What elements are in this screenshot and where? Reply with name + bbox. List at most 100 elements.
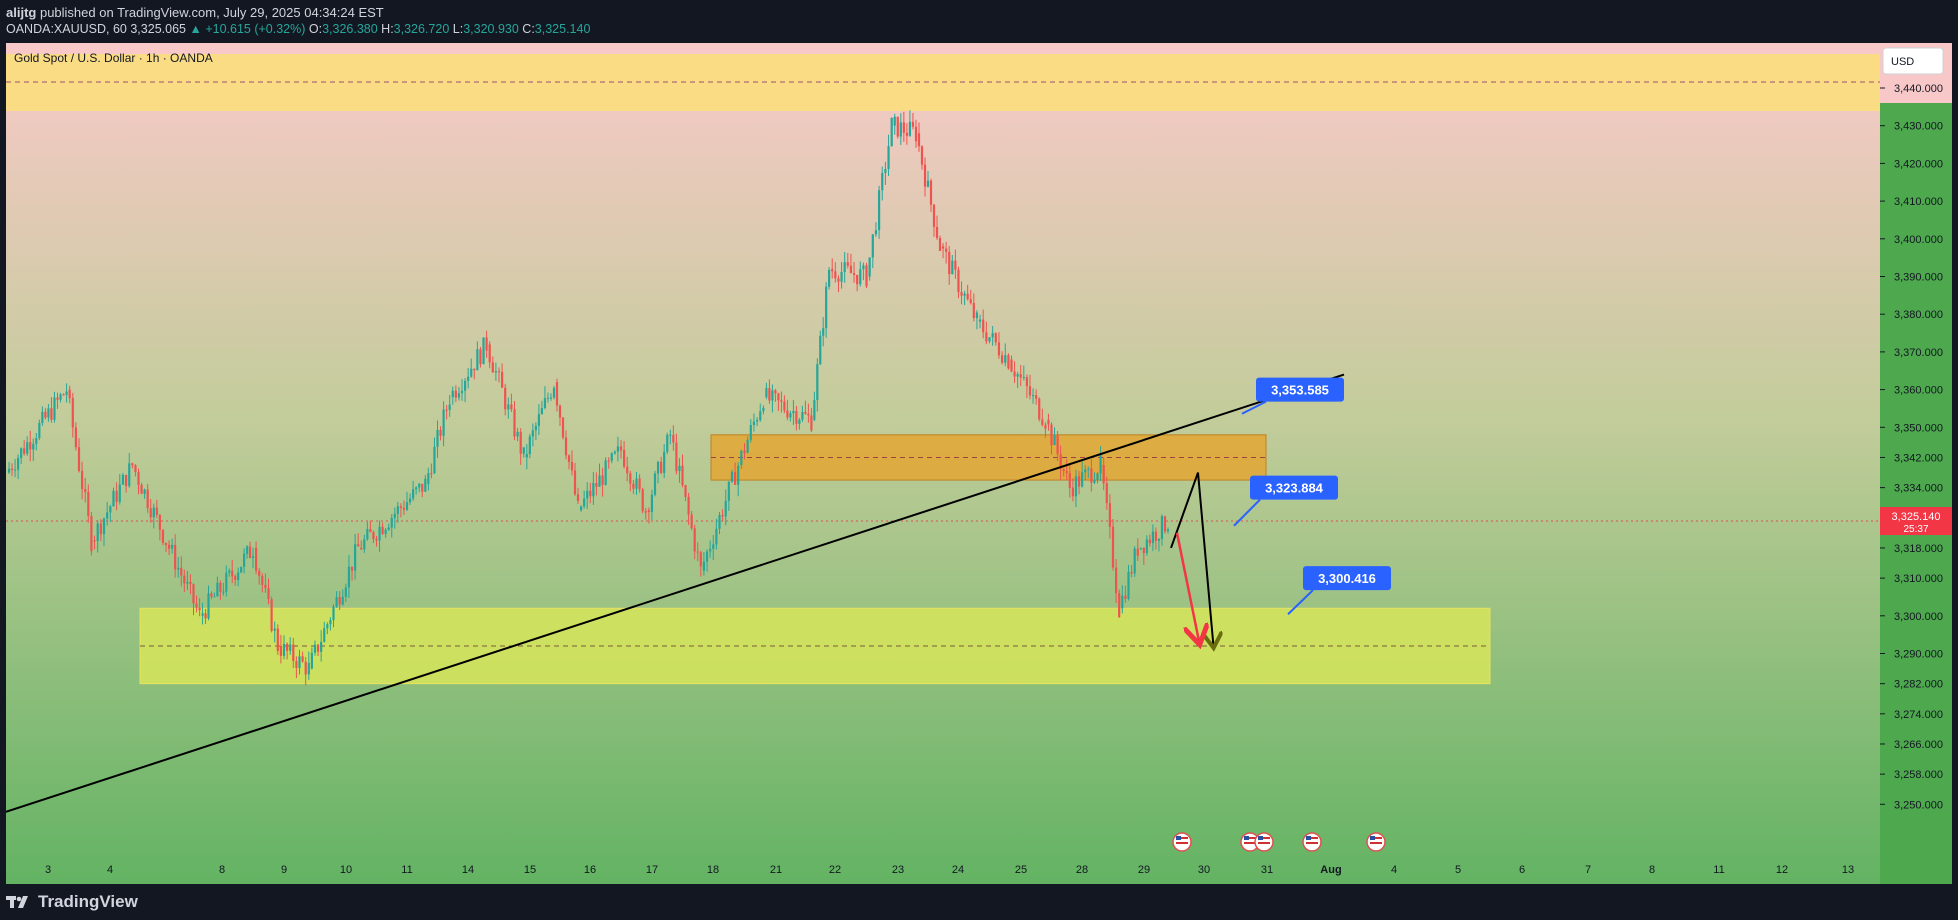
publish-line: alijtg published on TradingView.com, Jul… <box>6 5 384 20</box>
y-tick-label: 3,430.000 <box>1894 121 1943 133</box>
tradingview-logo[interactable]: TradingView <box>6 892 138 912</box>
candle-body <box>491 362 494 373</box>
candle-body <box>902 122 905 133</box>
price-scale-background <box>1880 43 1952 884</box>
candle-body <box>957 269 960 293</box>
candle-body <box>390 517 393 528</box>
candle-body <box>663 451 666 473</box>
y-tick-label: 3,350.000 <box>1894 422 1943 434</box>
y-tick-label: 3,380.000 <box>1894 309 1943 321</box>
candle-body <box>1136 548 1139 556</box>
candle-body <box>914 126 918 142</box>
candle-body <box>504 387 507 410</box>
candle-body <box>759 411 762 421</box>
flag-stripe <box>1244 842 1256 844</box>
y-tick-label: 3,250.000 <box>1894 799 1943 811</box>
candle-body <box>715 528 718 545</box>
candle-body <box>87 492 90 516</box>
candle-body <box>99 523 102 535</box>
candle-body <box>666 434 669 452</box>
candle-body <box>929 180 933 205</box>
candle-body <box>525 454 528 458</box>
candle-body <box>360 547 363 550</box>
candle-body <box>644 511 647 513</box>
candle-body <box>1050 424 1053 446</box>
annotation-box[interactable] <box>1303 566 1391 591</box>
x-tick-label: 6 <box>1519 864 1525 876</box>
y-tick-label: 3,310.000 <box>1894 573 1943 585</box>
price-tag[interactable] <box>1880 507 1952 536</box>
chart-area[interactable]: 3,250.000 3,258.000 3,266.000 3,274.000 3,28… <box>5 43 1952 884</box>
countdown-label: 25:37 <box>1903 524 1928 535</box>
high-label: H: <box>381 22 394 36</box>
candle-body <box>985 332 988 342</box>
us-flag-icon[interactable] <box>1240 832 1260 852</box>
candle-body <box>613 451 616 454</box>
candle-body <box>712 544 715 549</box>
x-tick-label: 24 <box>952 864 964 876</box>
candle-body <box>448 404 451 410</box>
candle-body <box>972 302 975 319</box>
candle-body <box>635 478 638 489</box>
candle-body <box>951 260 954 275</box>
y-tick-label: 3,334.000 <box>1894 483 1943 495</box>
candle-body <box>59 394 62 400</box>
candle-body <box>601 475 604 485</box>
candle-body <box>137 472 140 485</box>
us-flag-icon[interactable] <box>1172 832 1192 852</box>
candle-body <box>1115 567 1118 594</box>
publisher-name[interactable]: alijtg <box>6 5 37 20</box>
candle-body <box>804 411 807 414</box>
currency-button[interactable]: USD <box>1882 47 1944 75</box>
candle-body <box>1108 503 1111 527</box>
candle-body <box>463 380 467 391</box>
candle-body <box>1160 516 1164 539</box>
candle-body <box>1019 374 1022 378</box>
annotation-label[interactable]: 3,300.416 <box>1318 571 1376 586</box>
annotation-box[interactable] <box>1250 475 1338 500</box>
candle-body <box>96 523 99 542</box>
annotation-label[interactable]: 3,323.884 <box>1265 481 1324 496</box>
candle-body <box>783 401 786 411</box>
candle-body <box>155 507 158 515</box>
candle-body <box>47 408 50 418</box>
annotation-label[interactable]: 3,353.585 <box>1271 383 1329 398</box>
price-chart[interactable]: 3,250.000 3,258.000 3,266.000 3,274.000 3,28… <box>5 43 1952 884</box>
candle-body <box>56 397 59 400</box>
candle-body <box>396 506 399 514</box>
candle-body <box>479 349 482 365</box>
candle-body <box>626 466 629 474</box>
candle-body <box>540 407 544 415</box>
candle-body <box>528 436 531 455</box>
candle-body <box>740 450 743 465</box>
candle-body <box>258 570 261 576</box>
candle-body <box>310 652 313 669</box>
us-flag-icon[interactable] <box>1254 832 1274 852</box>
candle-body <box>690 514 693 529</box>
candle-body <box>762 407 765 412</box>
candle-body <box>1062 469 1065 472</box>
candle-body <box>210 593 213 597</box>
us-flag-icon[interactable] <box>1302 832 1322 852</box>
candle-body <box>399 506 402 508</box>
candle-body <box>969 299 972 303</box>
x-tick-label: 7 <box>1585 864 1591 876</box>
tradingview-logo-icon <box>6 894 32 910</box>
candle-body <box>1096 473 1099 481</box>
candle-body <box>369 529 372 533</box>
annotation-box[interactable] <box>1256 377 1344 402</box>
us-flag-icon[interactable] <box>1366 832 1386 852</box>
flag-canton <box>1258 836 1263 840</box>
candle-body <box>41 411 44 424</box>
candle-body <box>623 449 626 467</box>
currency-label[interactable]: USD <box>1891 56 1914 68</box>
candle-body <box>543 398 547 408</box>
candle-body <box>17 457 20 470</box>
candle-body <box>1124 595 1127 599</box>
candle-body <box>1154 531 1158 541</box>
candle-body <box>846 262 849 266</box>
candle-body <box>598 475 601 487</box>
candle-body <box>801 411 804 420</box>
projection-path <box>1170 472 1213 646</box>
candle-body <box>273 628 276 631</box>
